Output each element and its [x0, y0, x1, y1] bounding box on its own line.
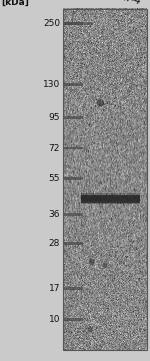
Bar [63, 22, 83, 25]
Text: 28: 28 [49, 239, 60, 248]
Bar [63, 242, 83, 245]
Bar [63, 116, 83, 119]
Text: [kDa]: [kDa] [2, 0, 29, 7]
Bar [63, 9, 147, 350]
Text: 55: 55 [48, 174, 60, 183]
Ellipse shape [103, 262, 107, 268]
Bar [63, 147, 83, 149]
Text: 36: 36 [48, 210, 60, 219]
Bar [81, 196, 140, 204]
Ellipse shape [89, 258, 94, 265]
Bar [63, 287, 83, 290]
Text: 10: 10 [48, 315, 60, 324]
Ellipse shape [88, 326, 92, 332]
Text: 95: 95 [48, 113, 60, 122]
Bar [63, 213, 83, 216]
Bar [81, 193, 140, 201]
Text: 250: 250 [43, 19, 60, 28]
Text: RT-4: RT-4 [118, 0, 142, 7]
Bar [63, 318, 83, 321]
Text: 130: 130 [43, 81, 60, 89]
Text: 72: 72 [49, 144, 60, 152]
Bar [81, 195, 140, 203]
Bar [63, 177, 83, 180]
Text: 17: 17 [48, 284, 60, 293]
Bar [63, 83, 83, 86]
Ellipse shape [97, 99, 104, 106]
Bar [63, 22, 92, 25]
